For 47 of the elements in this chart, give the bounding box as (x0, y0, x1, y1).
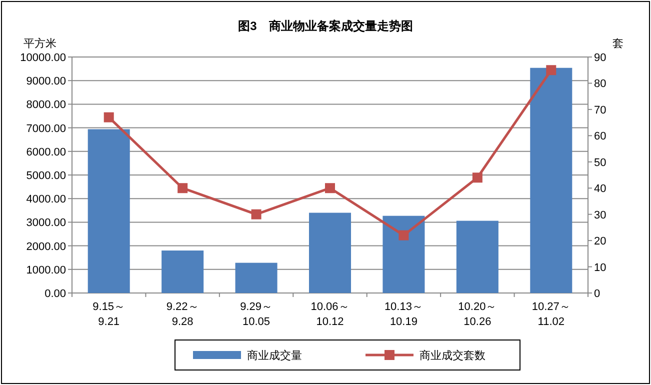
y-tick-label: 5000.00 (26, 170, 66, 182)
bar (88, 129, 130, 293)
x-tick-label: 9.15～ 9.21 (92, 301, 126, 328)
bar (382, 216, 425, 293)
y2-tick-label: 20 (594, 236, 606, 248)
x-tick-label: 9.29～ 10.05 (240, 301, 272, 328)
bar (235, 262, 278, 293)
y-tick-label: 4000.00 (26, 194, 66, 206)
point (546, 65, 556, 76)
y-tick-label: 1000.00 (26, 264, 66, 276)
y2-tick-label: 60 (594, 130, 606, 143)
x-tick-label: 9.22～ 9.28 (166, 301, 199, 328)
bar (162, 250, 204, 293)
y2-tick-label: 70 (594, 104, 606, 116)
y2-axis-title: 套 (612, 38, 624, 50)
x-tick-label: 10.20～ 10.26 (458, 301, 497, 328)
bar (530, 68, 572, 293)
y2-tick-label: 50 (594, 156, 606, 169)
point (178, 183, 188, 194)
point (398, 230, 409, 240)
y-tick-label: 0.00 (44, 288, 66, 300)
y2-tick-label: 30 (594, 209, 606, 222)
y2-tick-label: 10 (594, 262, 606, 274)
legend-label: 商业成交套数 (420, 349, 486, 362)
point (472, 172, 482, 183)
y-tick-label: 2000.00 (26, 240, 66, 253)
y-tick-label: 8000.00 (26, 99, 66, 112)
point (325, 183, 335, 194)
y2-tick-label: 0 (594, 288, 600, 300)
point (104, 112, 114, 122)
y-tick-label: 6000.00 (26, 146, 66, 158)
y-tick-label: 3000.00 (26, 217, 66, 230)
y2-tick-label: 80 (594, 78, 606, 90)
y-tick-label: 9000.00 (26, 76, 66, 88)
y-axis-title: 平方米 (24, 37, 56, 50)
bar (308, 212, 352, 293)
bar (456, 220, 498, 293)
y2-tick-label: 40 (594, 183, 606, 196)
legend-label: 商业成交量 (247, 349, 302, 362)
x-tick-label: 10.27～ 11.02 (532, 301, 570, 328)
chart-title: 图3 商业物业备案成交量走势图 (238, 19, 413, 33)
x-tick-label: 10.06～ 10.12 (310, 301, 350, 328)
x-tick-label: 10.13～ 10.19 (384, 301, 423, 328)
y-tick-label: 7000.00 (26, 122, 66, 135)
point (251, 209, 262, 220)
y-tick-label: 10000.00 (20, 52, 66, 64)
y2-tick-label: 90 (594, 52, 606, 64)
